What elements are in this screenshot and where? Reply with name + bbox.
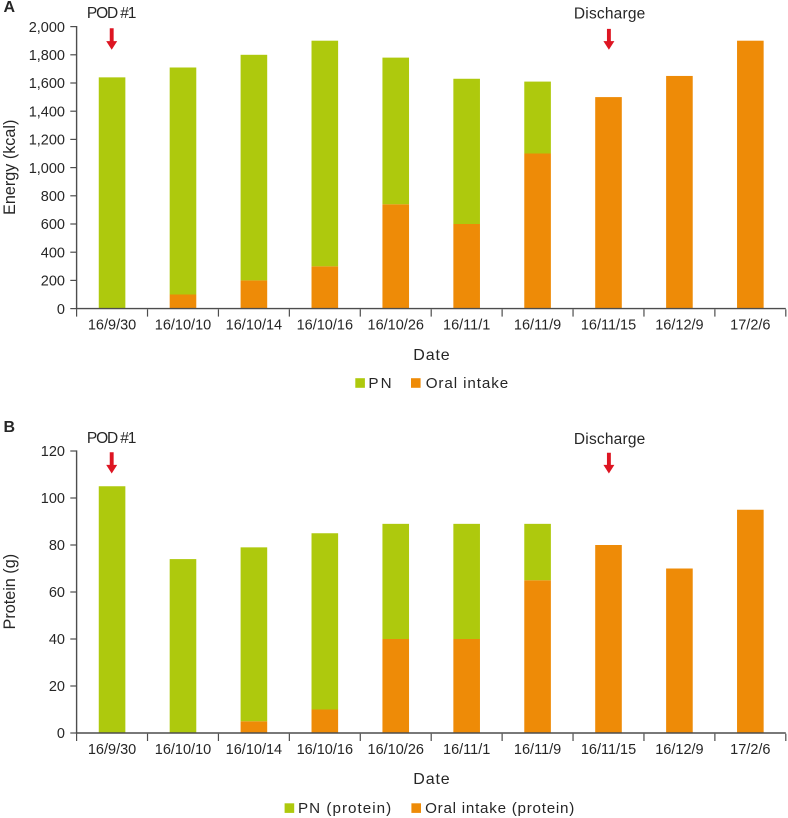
svg-text:PN: PN xyxy=(368,375,391,392)
svg-text:16/10/10: 16/10/10 xyxy=(155,742,211,758)
svg-text:16/12/9: 16/12/9 xyxy=(655,317,703,333)
svg-text:16/10/16: 16/10/16 xyxy=(297,742,353,758)
svg-text:1,400: 1,400 xyxy=(29,104,65,120)
svg-text:16/10/16: 16/10/16 xyxy=(297,317,353,333)
svg-text:Discharge: Discharge xyxy=(574,431,645,448)
svg-text:Discharge: Discharge xyxy=(574,6,645,23)
svg-text:1,000: 1,000 xyxy=(29,161,65,177)
svg-text:Oral intake (protein): Oral intake (protein) xyxy=(425,800,574,817)
svg-text:200: 200 xyxy=(41,274,65,290)
svg-text:PN (protein): PN (protein) xyxy=(298,800,391,817)
svg-text:80: 80 xyxy=(49,538,65,554)
svg-text:1,800: 1,800 xyxy=(29,48,65,64)
svg-text:16/10/14: 16/10/14 xyxy=(226,317,282,333)
svg-text:16/9/30: 16/9/30 xyxy=(88,742,136,758)
svg-text:100: 100 xyxy=(41,491,65,507)
svg-text:1,600: 1,600 xyxy=(29,76,65,92)
svg-text:16/11/15: 16/11/15 xyxy=(581,742,636,758)
svg-text:2,000: 2,000 xyxy=(29,20,65,36)
svg-text:40: 40 xyxy=(49,632,65,648)
svg-text:Energy (kcal): Energy (kcal) xyxy=(1,120,19,215)
svg-text:400: 400 xyxy=(41,245,65,261)
svg-text:17/2/6: 17/2/6 xyxy=(730,742,770,758)
svg-text:16/11/1: 16/11/1 xyxy=(443,317,490,333)
svg-text:0: 0 xyxy=(57,302,65,318)
svg-text:16/9/30: 16/9/30 xyxy=(88,317,136,333)
svg-text:Date: Date xyxy=(413,347,449,364)
svg-text:16/12/9: 16/12/9 xyxy=(655,742,703,758)
svg-text:Oral intake: Oral intake xyxy=(426,375,509,392)
svg-text:POD #1: POD #1 xyxy=(87,5,136,22)
svg-text:A: A xyxy=(4,0,16,16)
svg-text:POD #1: POD #1 xyxy=(87,430,136,447)
svg-text:60: 60 xyxy=(49,585,65,601)
svg-text:16/10/14: 16/10/14 xyxy=(226,742,282,758)
svg-text:16/10/26: 16/10/26 xyxy=(368,317,424,333)
svg-text:0: 0 xyxy=(57,726,65,742)
svg-text:1,200: 1,200 xyxy=(29,133,65,149)
svg-text:16/11/9: 16/11/9 xyxy=(514,317,561,333)
svg-text:600: 600 xyxy=(41,217,65,233)
svg-text:20: 20 xyxy=(49,679,65,695)
svg-text:16/11/9: 16/11/9 xyxy=(514,742,561,758)
svg-text:120: 120 xyxy=(41,444,65,460)
svg-text:16/10/26: 16/10/26 xyxy=(368,742,424,758)
svg-text:Protein (g): Protein (g) xyxy=(1,554,19,630)
svg-text:17/2/6: 17/2/6 xyxy=(730,317,770,333)
svg-text:Date: Date xyxy=(413,771,449,788)
svg-text:16/11/1: 16/11/1 xyxy=(443,742,490,758)
svg-text:800: 800 xyxy=(41,189,65,205)
svg-text:16/10/10: 16/10/10 xyxy=(155,317,211,333)
svg-text:B: B xyxy=(4,419,16,436)
svg-text:16/11/15: 16/11/15 xyxy=(581,317,636,333)
